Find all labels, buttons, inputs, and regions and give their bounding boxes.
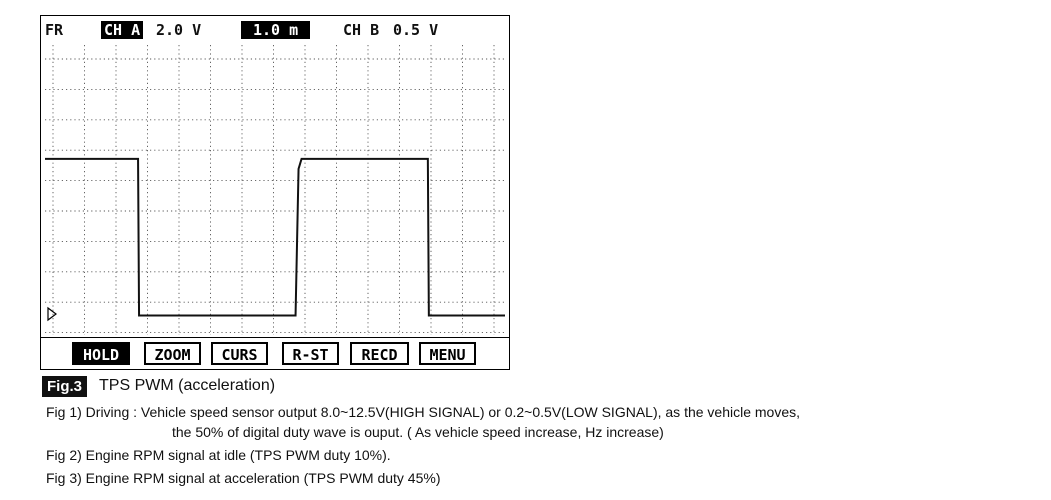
- note-line-3: Fig 2) Engine RPM signal at idle (TPS PW…: [46, 447, 391, 463]
- hold-button[interactable]: HOLD: [72, 342, 130, 365]
- timebase-label[interactable]: 1.0 m: [241, 21, 311, 39]
- grid: [45, 45, 505, 335]
- oscilloscope-screen: FR CH A 2.0 V 1.0 m CH B 0.5 V HOLD ZOOM…: [40, 15, 510, 370]
- signal-trace: [45, 157, 505, 317]
- menu-button[interactable]: MENU: [419, 342, 476, 365]
- figure-caption: Fig.3 TPS PWM (acceleration): [42, 375, 275, 397]
- cursor-button[interactable]: CURS: [211, 342, 268, 365]
- record-button[interactable]: RECD: [350, 342, 409, 365]
- zoom-button[interactable]: ZOOM: [144, 342, 201, 365]
- channel-a-label[interactable]: CH A: [101, 21, 144, 39]
- note-line-4: Fig 3) Engine RPM signal at acceleration…: [46, 470, 441, 486]
- note-line-2: the 50% of digital duty wave is ouput. (…: [172, 424, 664, 440]
- channel-a-scale[interactable]: 2.0 V: [156, 21, 202, 39]
- note-line-1: Fig 1) Driving : Vehicle speed sensor ou…: [46, 404, 801, 420]
- scope-header: FR CH A 2.0 V 1.0 m CH B 0.5 V: [41, 16, 509, 44]
- mode-label: FR: [45, 21, 64, 39]
- channel-b-scale[interactable]: 0.5 V: [393, 21, 439, 39]
- trigger-level-marker-icon: [47, 306, 57, 322]
- figure-title: TPS PWM (acceleration): [99, 377, 276, 394]
- softkey-bar: HOLD ZOOM CURS R-ST RECD MENU: [41, 337, 509, 371]
- waveform-plot: [45, 45, 505, 335]
- figure-tag: Fig.3: [42, 375, 88, 397]
- reset-button[interactable]: R-ST: [282, 342, 339, 365]
- channel-b-label[interactable]: CH B: [343, 21, 380, 39]
